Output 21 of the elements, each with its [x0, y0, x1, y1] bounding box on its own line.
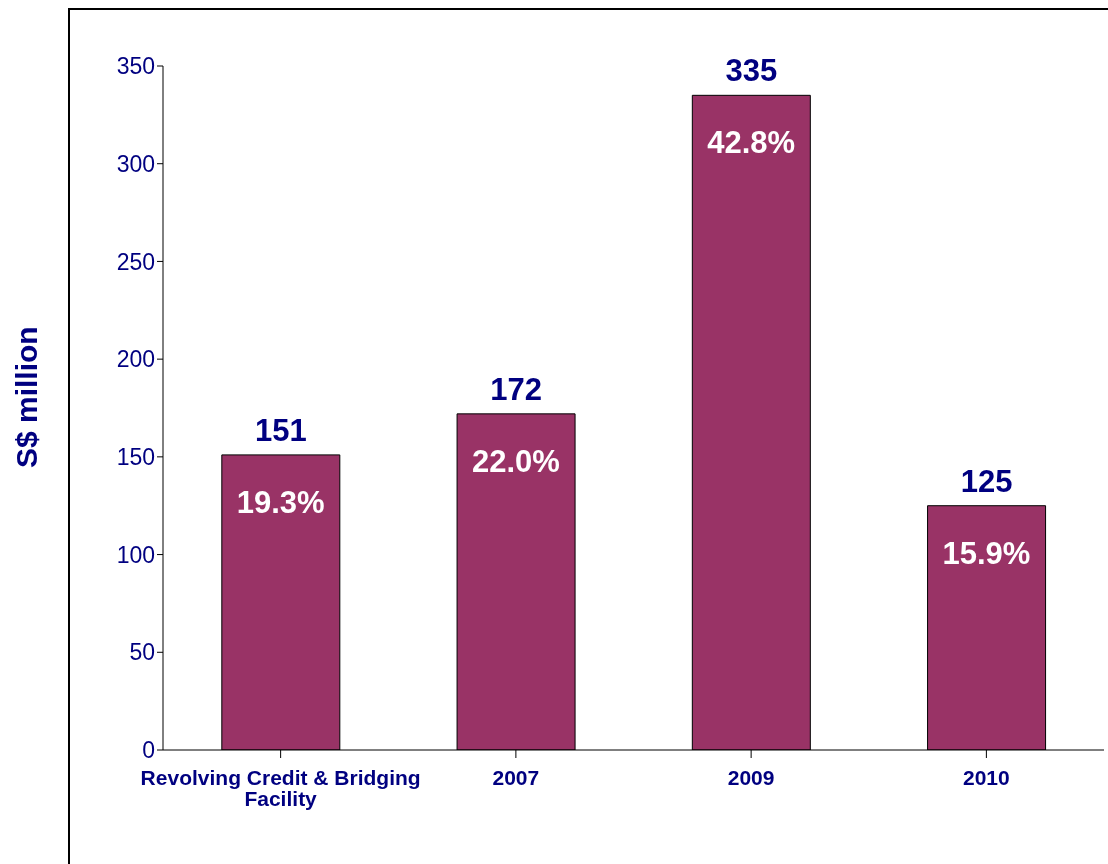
y-tick-label: 200 — [116, 346, 155, 373]
x-tick-label: Revolving Credit & Bridging Facility — [140, 765, 421, 810]
annotation: 42.8% — [707, 125, 796, 161]
y-tick-label: 50 — [129, 639, 155, 666]
annotation: 19.3% — [236, 484, 325, 520]
data-label: 125 — [960, 463, 1013, 499]
data-label: 172 — [490, 371, 542, 407]
y-tick-label: 100 — [116, 541, 155, 568]
y-tick-label: 150 — [116, 444, 155, 471]
x-tick-label: 2007 — [492, 765, 540, 789]
y-tick-label: 300 — [116, 150, 155, 177]
y-tick-label: 0 — [142, 737, 155, 764]
y-axis-title: S$ million — [9, 326, 43, 468]
x-tick-label: 2009 — [727, 765, 775, 789]
data-label: 151 — [254, 412, 307, 448]
annotation: 22.0% — [471, 443, 560, 479]
y-tick-label: 350 — [116, 53, 155, 80]
annotation: 15.9% — [942, 535, 1031, 571]
x-tick-label: 2010 — [963, 765, 1010, 789]
data-label: 335 — [725, 53, 778, 89]
y-tick-label: 250 — [116, 248, 155, 275]
